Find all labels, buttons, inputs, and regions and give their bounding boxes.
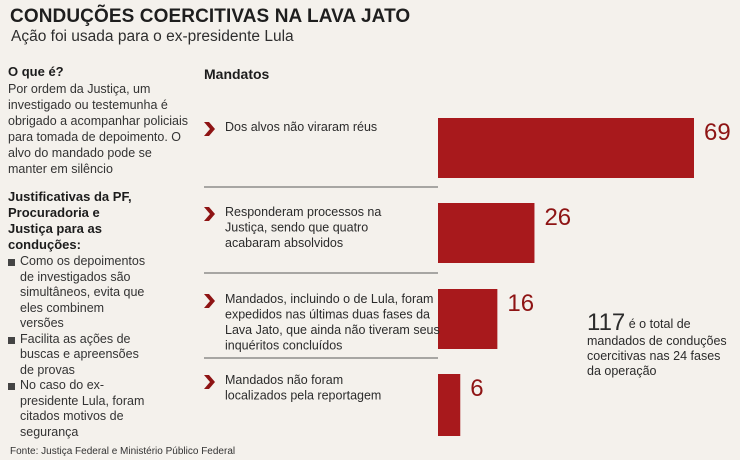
category-label-line: inquéritos concluídos [225, 339, 342, 353]
justifications-heading: Justificativas da PF, Procuradoria e Jus… [8, 189, 132, 252]
bar [438, 289, 498, 349]
list-item: Como os depoimentos de investigados são … [8, 254, 146, 332]
bar [438, 118, 694, 178]
chart-title: CONDUÇÕES COERCITIVAS NA LAVA JATO [10, 6, 411, 27]
list-item: Facilita as ações de buscas e apreensões… [8, 332, 146, 379]
category-label-line: Responderam processos na [225, 205, 381, 219]
chevron-right-icon [204, 207, 215, 221]
justifications-list: Como os depoimentos de investigados são … [8, 254, 188, 440]
list-item: No caso do ex-presidente Lula, foram cit… [8, 378, 146, 440]
total-text: é o total de mandados de conduções coerc… [587, 317, 727, 378]
category-label: Mandados, incluindo o de Lula, foram expe… [225, 292, 440, 353]
list-item-text: No caso do ex-presidente Lula, foram cit… [20, 378, 145, 439]
category-label-line: localizados pela reportagem [225, 389, 381, 403]
bar [438, 203, 535, 263]
chart-subtitle: Ação foi usada para o ex-presidente Lula [11, 28, 294, 45]
data-label: 69 [704, 119, 731, 146]
what-text: Por ordem da Justiça, um investigado ou … [8, 82, 188, 176]
chevron-right-icon [204, 375, 215, 389]
category-label: Responderam processos na Justiça, sendo q… [225, 205, 381, 250]
chevron-right-icon [204, 294, 215, 308]
data-label: 6 [470, 375, 483, 402]
total-note: 117 é o total de mandados de conduções c… [587, 309, 727, 379]
bar [438, 374, 461, 436]
category-label-line: Justiça, sendo que quatro [225, 221, 368, 235]
category-label-line: acabaram absolvidos [225, 236, 343, 250]
category-label-line: expedidos nas últimas duas fases da [225, 308, 430, 322]
category-label: Dos alvos não viraram réus [225, 120, 377, 134]
category-label-line: Lava Jato, que ainda não tiveram seus [225, 323, 440, 337]
data-label: 26 [544, 204, 571, 231]
list-item-text: Facilita as ações de buscas e apreensões… [20, 331, 139, 377]
sidebar: O que é? Por ordem da Justiça, um invest… [8, 64, 188, 440]
total-number: 117 [587, 309, 626, 336]
chart-section-heading: Mandatos [204, 66, 270, 82]
bullet-square-icon [8, 383, 15, 390]
source-note: Fonte: Justiça Federal e Ministério Públ… [10, 446, 236, 457]
what-heading: O que é? [8, 64, 64, 79]
bullet-square-icon [8, 336, 15, 344]
category-label-line: Mandados, incluindo o de Lula, foram [225, 292, 433, 306]
category-label-line: Dos alvos não viraram réus [225, 120, 377, 134]
chevron-right-icon [204, 122, 215, 136]
category-label-line: Mandados não foram [225, 373, 343, 387]
bullet-square-icon [8, 259, 15, 266]
category-label: Mandados não foram localizados pela repor… [225, 373, 381, 403]
data-label: 16 [507, 290, 534, 317]
list-item-text: Como os depoimentos de investigados são … [20, 254, 146, 330]
